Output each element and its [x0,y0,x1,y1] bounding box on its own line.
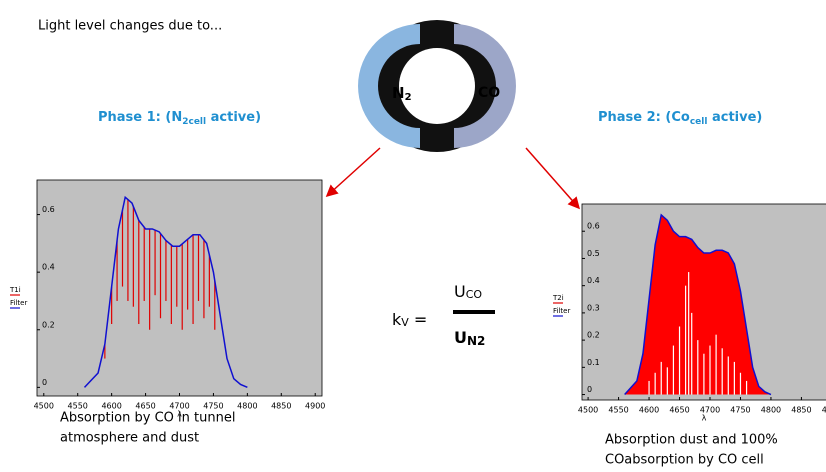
charts: 4500 4550 4600 4650 4700 4750 4800 4850 4900 0 0.2… [9,179,826,423]
x-tick-label: 4750 [203,402,223,411]
chart: 4500 4550 4600 4650 4700 4750 4800 4850 4900 0 0.2… [9,179,325,419]
x-tick-label: 4850 [791,406,811,415]
x-tick-label: 4800 [761,406,781,415]
caption: COabsorption by CO cell [605,453,764,468]
formula-k: kV = [392,310,427,330]
y-tick-label: 0 [587,385,592,394]
arrow [525,147,580,210]
plot-area [36,179,323,397]
y-tick-label: 0.5 [587,249,600,258]
y-tick-label: 0.4 [587,276,600,285]
x-tick-label: 4750 [730,406,750,415]
phase-2: Phase 2: (Cocell active) [598,110,762,127]
x-tick-label: 4850 [271,402,291,411]
x-axis-label: λ [177,410,182,419]
x-tick-label: 4800 [237,402,257,411]
x-tick-label: 4550 [608,406,628,415]
envelope-line [624,213,772,396]
x-tick-label: 4600 [101,402,121,411]
y-tick-label: 0.3 [587,303,600,312]
x-axis-label: λ [702,414,707,423]
y-tick-label: 0.2 [42,320,55,329]
x-tick-label: 4900 [822,406,826,415]
y-tick-label: 0.6 [42,205,55,214]
caption: Absorption by CO in tunnel [60,411,235,426]
x-tick-label: 4900 [305,402,325,411]
legend-label: T1i [9,286,21,294]
caption: Absorption dust and 100% [605,433,778,448]
wheel-label: CO [478,85,500,101]
x-tick-label: 4500 [34,402,54,411]
fraction-bar [453,310,495,314]
x-tick-label: 4700 [700,406,720,415]
x-tick-label: 4650 [135,402,155,411]
y-tick-label: 0.2 [587,331,600,340]
formula-num: UCO [454,282,482,302]
y-tick-label: 0.4 [42,263,55,272]
caption: atmosphere and dust [60,431,199,446]
area [624,214,771,395]
y-tick-label: 0.6 [587,222,600,231]
legend-label: Filter [10,299,27,307]
envelope-line [83,195,248,389]
intro: Light level changes due to... [38,19,222,34]
x-tick-label: 4550 [68,402,88,411]
chart: 4500 4550 4600 4650 4700 4750 4800 4850 4900 0 0.1… [552,203,826,423]
arrow [325,147,381,198]
phase-1: Phase 1: (N2cell active) [98,110,261,127]
wheel-label: N2 [392,84,412,104]
x-tick-label: 4500 [578,406,598,415]
filter-wheel: N2 CO [358,20,516,152]
y-tick-label: 0.1 [587,358,600,367]
y-tick-label: 0 [42,378,47,387]
formula-den: UN2 [454,328,485,348]
legend-label: T2i [552,294,564,302]
legend-label: Filter [553,307,570,315]
x-tick-label: 4700 [169,402,189,411]
x-tick-label: 4600 [639,406,659,415]
x-tick-label: 4650 [669,406,689,415]
